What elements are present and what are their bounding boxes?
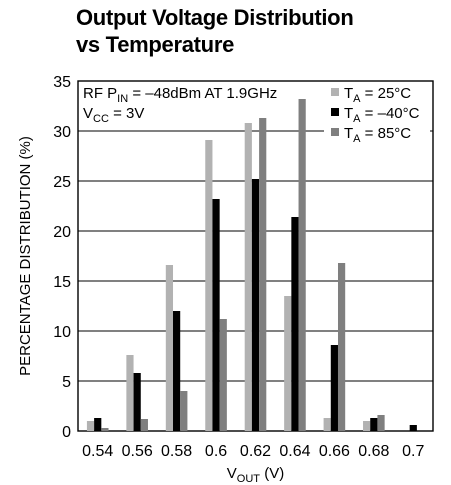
bar xyxy=(173,311,181,431)
x-tick-label: 0.64 xyxy=(279,443,310,460)
x-tick-label: 0.6 xyxy=(205,443,227,460)
legend-swatch xyxy=(331,88,339,96)
y-axis-label: PERCENTAGE DISTRIBUTION (%) xyxy=(17,136,34,376)
annotation-line: VCC = 3V xyxy=(83,105,144,125)
legend-swatch xyxy=(331,128,339,136)
x-tick-label: 0.68 xyxy=(358,443,389,460)
y-tick-label: 10 xyxy=(53,324,71,341)
y-tick-label: 5 xyxy=(62,374,71,391)
legend-label: TA = –40°C xyxy=(344,105,420,125)
legend-label: TA = 25°C xyxy=(344,85,411,105)
y-tick-label: 30 xyxy=(53,124,71,141)
bar xyxy=(298,99,306,431)
bar xyxy=(133,373,141,431)
bar xyxy=(86,421,95,431)
bar xyxy=(251,179,260,431)
bar xyxy=(284,296,292,431)
x-tick-label: 0.62 xyxy=(240,443,271,460)
x-axis-label: VOUT (V) xyxy=(227,465,284,485)
x-tick-label: 0.7 xyxy=(402,443,424,460)
bar xyxy=(409,425,417,431)
annotation-line: RF PIN = –48dBm AT 1.9GHz xyxy=(83,85,277,105)
y-tick-label: 15 xyxy=(53,274,71,291)
bar xyxy=(363,421,371,431)
bar xyxy=(259,118,267,431)
y-tick-label: 25 xyxy=(53,174,71,191)
y-tick-label: 35 xyxy=(53,74,71,91)
bar xyxy=(165,265,174,431)
bar xyxy=(330,345,338,431)
chart-title-line-1: Output Voltage Distribution xyxy=(76,5,354,30)
bar xyxy=(94,418,102,431)
x-tick-label: 0.56 xyxy=(122,443,153,460)
y-tick-label: 0 xyxy=(62,424,71,441)
bar xyxy=(337,263,346,431)
bar xyxy=(219,319,227,431)
chart-title-line-2: vs Temperature xyxy=(76,32,235,57)
legend-swatch xyxy=(331,108,339,116)
bar xyxy=(205,140,213,431)
bar xyxy=(140,419,148,431)
bar xyxy=(212,199,220,431)
x-tick-label: 0.58 xyxy=(161,443,192,460)
y-tick-label: 20 xyxy=(53,224,71,241)
bar xyxy=(323,418,331,431)
bar xyxy=(126,355,134,431)
bar xyxy=(101,428,109,431)
bar xyxy=(244,123,252,431)
legend-bg xyxy=(324,84,430,154)
chart-title: Output Voltage Distribution vs Temperatu… xyxy=(76,4,354,58)
bar xyxy=(291,217,299,431)
bar xyxy=(180,391,188,431)
bar xyxy=(370,418,378,431)
x-tick-label: 0.54 xyxy=(82,443,113,460)
legend-label: TA = 85°C xyxy=(344,125,411,145)
x-tick-label: 0.66 xyxy=(319,443,350,460)
bar xyxy=(377,415,385,431)
